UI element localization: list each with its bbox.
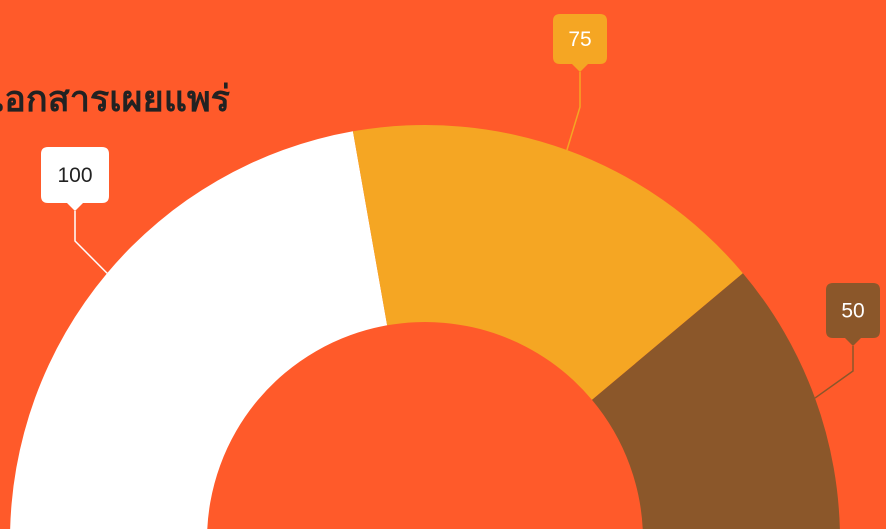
data-label-0: 100 bbox=[57, 164, 92, 187]
data-label-2: 50 bbox=[841, 300, 864, 323]
leader-line-1 bbox=[566, 72, 581, 151]
slice-1[interactable] bbox=[352, 125, 743, 400]
chart-title: เอกสารเผยแพร่ bbox=[0, 79, 231, 120]
data-label-1: 75 bbox=[568, 28, 591, 51]
slice-0[interactable] bbox=[10, 131, 388, 529]
slice-2[interactable] bbox=[591, 273, 840, 529]
data-label-box-1 bbox=[553, 14, 607, 72]
data-label-box-2 bbox=[826, 283, 880, 346]
leader-line-0 bbox=[74, 211, 108, 274]
leader-line-2 bbox=[814, 346, 854, 399]
data-label-box-0 bbox=[41, 147, 109, 211]
